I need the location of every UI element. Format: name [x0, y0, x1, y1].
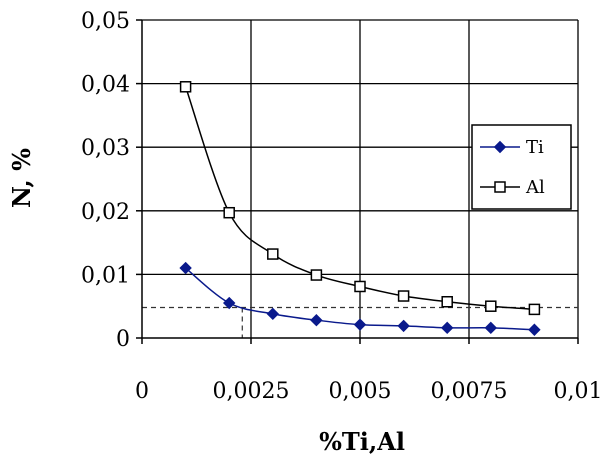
legend-marker-al: [495, 182, 505, 192]
point-ti-4: [355, 319, 366, 330]
point-al-7: [486, 301, 496, 311]
point-al-4: [355, 281, 365, 291]
point-al-2: [268, 249, 278, 259]
y-tick-label-5: 0,05: [81, 9, 130, 34]
y-tick-label-2: 0,02: [81, 200, 130, 225]
y-tick-label-3: 0,03: [81, 136, 130, 161]
y-tick-label-0: 0: [116, 327, 130, 352]
y-tick-label-1: 0,01: [81, 263, 130, 288]
point-ti-8: [529, 324, 540, 335]
point-al-1: [224, 208, 234, 218]
x-tick-label-4: 0,01: [554, 379, 603, 404]
point-al-3: [311, 270, 321, 280]
point-al-0: [181, 82, 191, 92]
legend-box: [472, 125, 571, 209]
point-ti-2: [267, 308, 278, 319]
legend-label-ti: Ti: [526, 137, 544, 158]
point-ti-1: [224, 298, 235, 309]
point-al-5: [399, 291, 409, 301]
x-tick-label-3: 0,0075: [431, 379, 508, 404]
x-tick-label-1: 0,0025: [213, 379, 290, 404]
point-ti-3: [311, 315, 322, 326]
legend: Ti Al: [472, 125, 571, 209]
legend-label-al: Al: [525, 177, 545, 198]
x-axis-label: %Ti,Al: [319, 427, 405, 456]
point-al-8: [529, 304, 539, 314]
x-tick-label-2: 0,005: [329, 379, 392, 404]
point-al-6: [442, 297, 452, 307]
point-ti-5: [398, 320, 409, 331]
y-tick-label-4: 0,04: [81, 73, 130, 98]
point-ti-7: [485, 322, 496, 333]
point-ti-6: [442, 322, 453, 333]
y-axis-label: N, %: [7, 148, 36, 208]
x-tick-label-0: 0: [135, 379, 149, 404]
